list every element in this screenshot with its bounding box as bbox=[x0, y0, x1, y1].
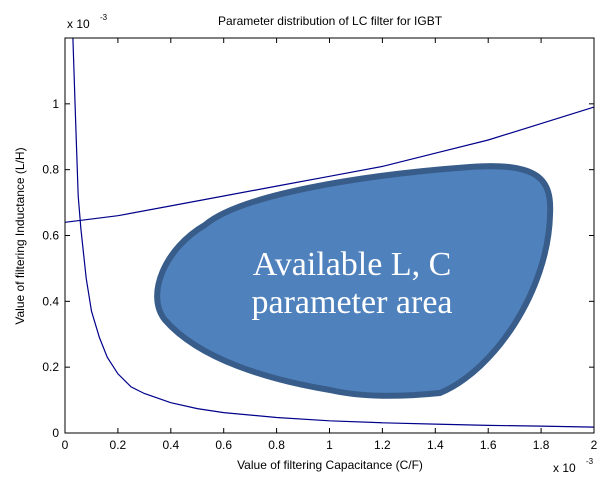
y-tick-label: 0.6 bbox=[42, 229, 59, 243]
available-parameter-region bbox=[154, 163, 554, 399]
series-line-1 bbox=[72, 37, 595, 428]
y-tick-label: 0.8 bbox=[42, 163, 59, 177]
y-tick-label: 0.2 bbox=[42, 360, 59, 374]
x-tick-label: 0.6 bbox=[215, 438, 232, 452]
x-tick-label: 1.6 bbox=[480, 438, 497, 452]
y-axis-label: Value of filtering Inductance (L/H) bbox=[13, 147, 27, 324]
x-tick-label: 2 bbox=[591, 438, 598, 452]
x-multiplier-base: x 10 bbox=[553, 461, 576, 475]
region-label-line-1: Available L, C bbox=[253, 246, 452, 283]
y-axis-multiplier: x 10 -3 bbox=[67, 13, 108, 31]
chart-title: Parameter distribution of LC filter for … bbox=[218, 14, 443, 28]
y-multiplier-base: x 10 bbox=[67, 17, 90, 31]
x-tick-label: 0.4 bbox=[162, 438, 179, 452]
x-axis-multiplier: x 10 -3 bbox=[553, 457, 594, 475]
x-axis-ticks: 0 0.2 0.4 0.6 0.8 1 1.2 1.4 1.6 1.8 2 bbox=[62, 38, 598, 452]
x-tick-label: 0.2 bbox=[110, 438, 127, 452]
x-tick-label: 1.2 bbox=[374, 438, 391, 452]
x-tick-label: 0 bbox=[62, 438, 69, 452]
x-tick-label: 1 bbox=[326, 438, 333, 452]
x-tick-label: 1.8 bbox=[533, 438, 550, 452]
x-multiplier-exponent: -3 bbox=[586, 457, 594, 466]
series-line-2 bbox=[64, 106, 595, 223]
y-tick-label: 1 bbox=[52, 97, 59, 111]
y-tick-label: 0 bbox=[52, 426, 59, 440]
y-tick-label: 0.4 bbox=[42, 294, 59, 308]
y-multiplier-exponent: -3 bbox=[100, 13, 108, 22]
x-tick-label: 1.4 bbox=[427, 438, 444, 452]
x-tick-label: 0.8 bbox=[268, 438, 285, 452]
region-label-line-2: parameter area bbox=[252, 284, 453, 321]
x-axis-label: Value of filtering Capacitance (C/F) bbox=[237, 458, 423, 472]
y-axis-ticks: 0 0.2 0.4 0.6 0.8 1 bbox=[42, 97, 594, 440]
series-group bbox=[64, 37, 595, 428]
